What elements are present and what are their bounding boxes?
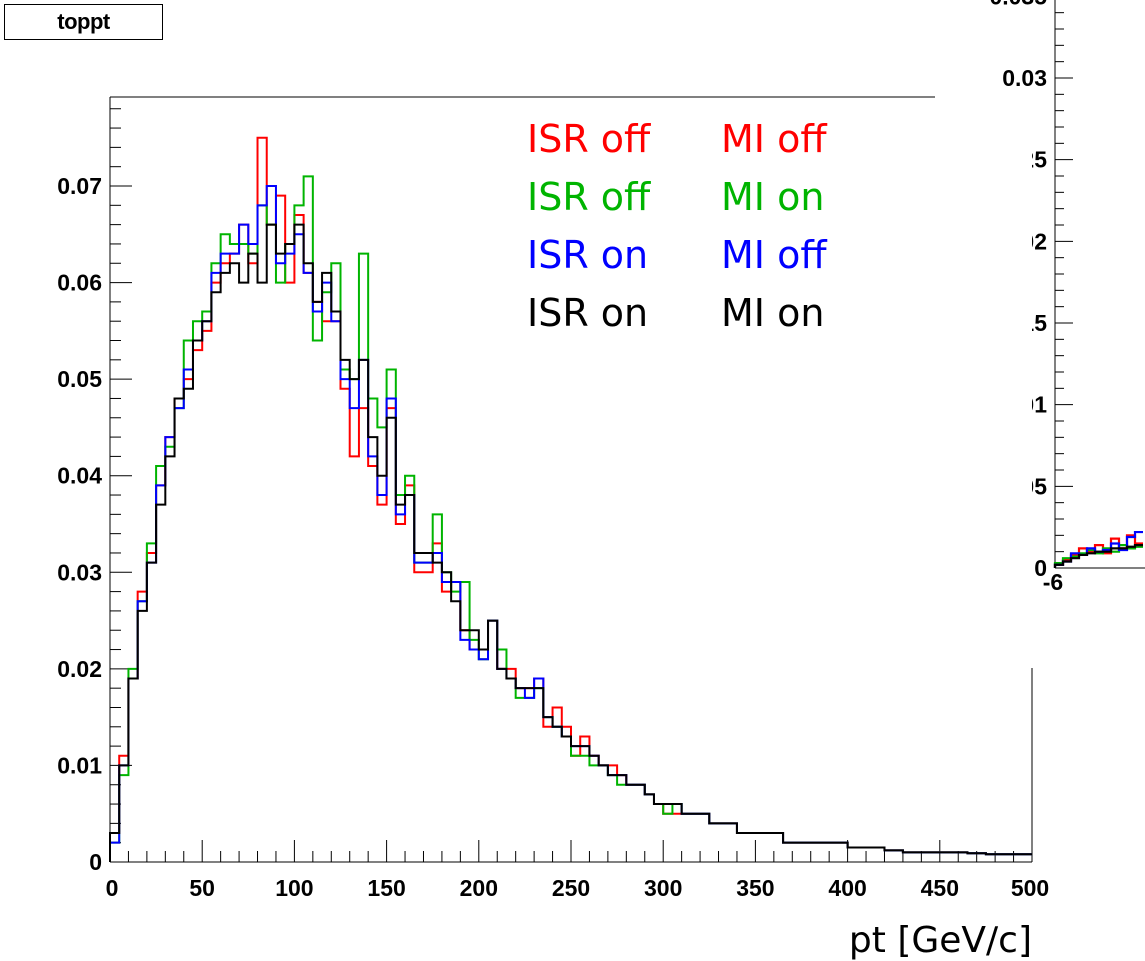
y-tick-label: 0.02 [57,656,102,682]
x-tick-label: 500 [1011,875,1049,901]
x-axis-title: pt [GeV/c] [849,920,1032,961]
legend-label: ISR on [527,233,648,277]
x-tick-label: 50 [189,875,215,901]
back-y-tick-label-top: 0.035 [989,0,1047,9]
y-tick-label: 0.03 [57,559,102,585]
back-x-tick-label: -6 [1043,569,1063,595]
x-tick-label: 100 [275,875,313,901]
x-tick-label: 150 [367,875,405,901]
y-tick-label: 0.04 [57,463,102,489]
back-y-tick-label: 0.03 [1002,65,1047,91]
x-tick-label: 0 [106,875,119,901]
x-tick-label: 400 [828,875,866,901]
legend-label: ISR off [527,175,651,219]
back-y-tick-label: 0 [1034,555,1047,581]
y-tick-label: 0.07 [57,173,102,199]
x-tick-label: 350 [736,875,774,901]
legend-label: ISR off [527,117,651,161]
main-panel: 0 0.01 0.02 0.03 0.04 0.05 0.06 0.07 0 50 100 150 20… [57,96,1049,961]
legend-label: MI off [721,117,827,161]
back-series-line [1053,544,1143,568]
x-tick-label: 250 [552,875,590,901]
legend-label: ISR on [527,291,648,335]
x-tick-label: 200 [460,875,498,901]
legend-label: MI on [721,291,824,335]
legend-label: MI on [721,175,824,219]
y-tick-label: 0 [89,849,102,875]
y-tick-label: 0.01 [57,752,102,778]
x-tick-label: 450 [921,875,959,901]
histogram-title: toppt [4,4,163,40]
legend-label: MI off [721,233,827,277]
series-line-3 [109,223,1032,862]
y-tick-label: 0.05 [57,366,102,392]
x-tick-label: 300 [644,875,682,901]
y-tick-label: 0.06 [57,270,102,296]
